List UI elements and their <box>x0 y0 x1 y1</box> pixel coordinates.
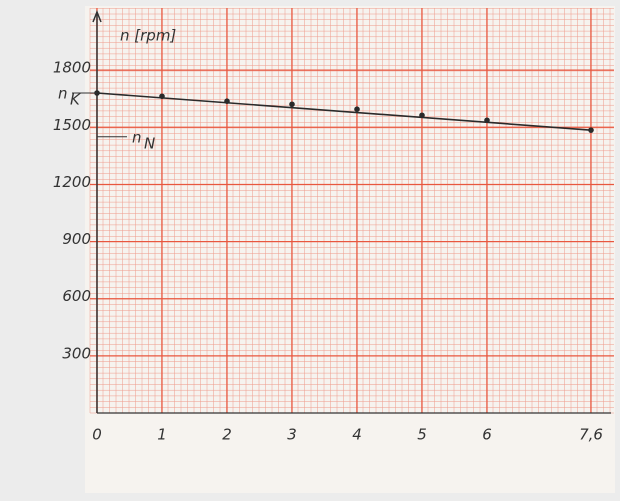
x-tick-label: 0 <box>92 426 102 444</box>
y-tick-label: 900 <box>62 230 91 248</box>
data-point <box>159 93 165 99</box>
y-tick-label: 1200 <box>53 173 91 191</box>
annotation: n <box>132 128 142 146</box>
y-tick-label: 600 <box>62 287 91 305</box>
y-tick-label: 1800 <box>53 59 91 77</box>
x-tick-label: 4 <box>352 426 362 444</box>
y-tick-label: 1500 <box>53 116 91 134</box>
chart: n [rpm] 0 1 2 3 4 5 6 7,6 300 600 900 1200 1500 1800 n… <box>0 0 620 501</box>
data-point <box>419 112 425 118</box>
data-point <box>289 101 295 107</box>
data-point <box>224 98 230 104</box>
x-tick-label: 6 <box>482 426 492 444</box>
y-tick-label: 300 <box>62 344 91 362</box>
data-point <box>354 106 360 112</box>
x-tick-label: 1 <box>157 426 167 444</box>
x-tick-label: 2 <box>222 426 232 444</box>
annotation: n <box>58 85 68 103</box>
y-axis-title: n [rpm] <box>120 27 176 45</box>
x-tick-label: 5 <box>417 426 427 444</box>
data-point <box>484 117 490 123</box>
annotation-sub: N <box>144 134 155 152</box>
x-tick-label: 3 <box>287 426 297 444</box>
x-tick-label: 7,6 <box>579 426 603 444</box>
data-point <box>588 127 594 133</box>
